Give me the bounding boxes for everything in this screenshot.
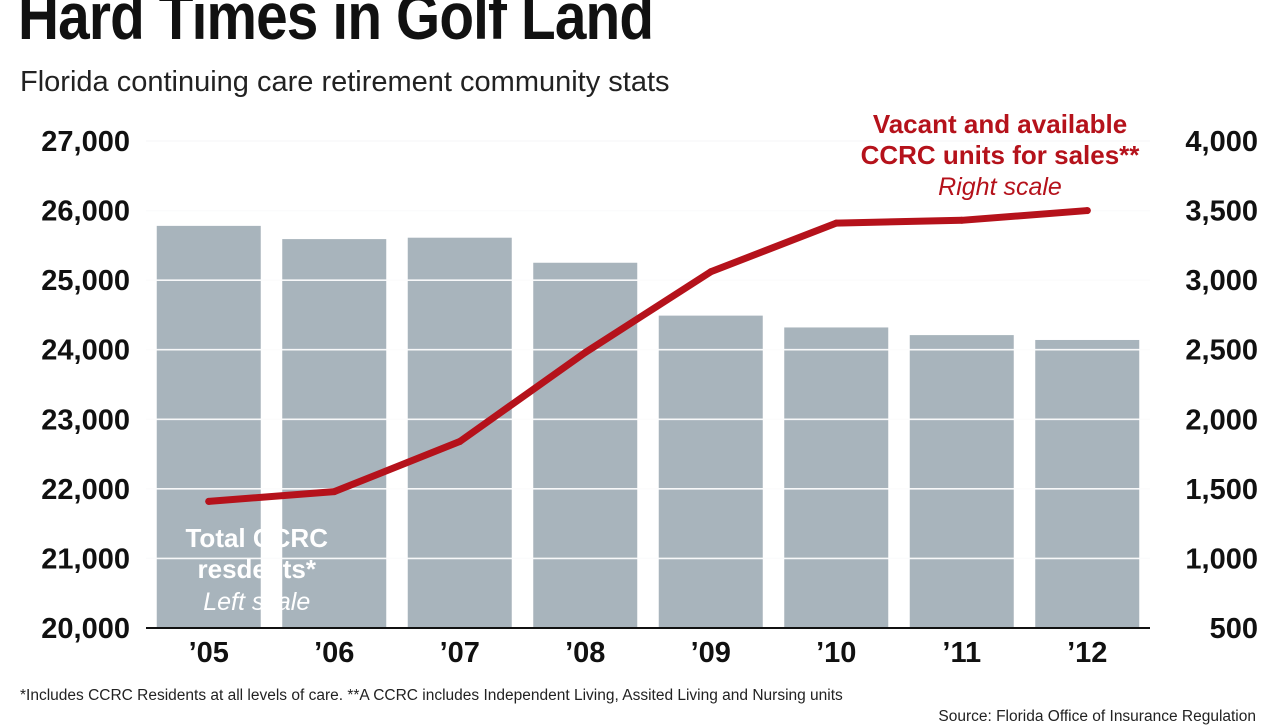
left-tick-label: 27,000 — [41, 126, 130, 158]
x-tick-label: ’09 — [691, 637, 731, 669]
x-tick-label: ’08 — [565, 637, 605, 669]
x-tick-label: ’07 — [440, 637, 480, 669]
line-series-label: CCRC units for sales** — [861, 140, 1141, 170]
bar-series-label: Total CCRC — [185, 523, 328, 553]
right-tick-label: 1,500 — [1185, 474, 1258, 506]
bar-series-scale-label: Left scale — [203, 588, 310, 616]
line-point — [581, 348, 589, 356]
bar — [784, 327, 889, 628]
bar — [282, 239, 387, 629]
x-tick-label: ’10 — [816, 637, 856, 669]
left-tick-label: 25,000 — [41, 265, 130, 297]
left-tick-label: 21,000 — [41, 543, 130, 575]
bar — [1035, 339, 1140, 628]
left-tick-label: 23,000 — [41, 404, 130, 436]
line-series-scale-label: Right scale — [938, 173, 1062, 201]
left-tick-label: 24,000 — [41, 335, 130, 367]
bar-series-label: resdents* — [198, 554, 317, 584]
line-series-label: Vacant and available — [873, 109, 1127, 139]
chart-title: Hard Times in Golf Land — [18, 0, 654, 53]
line-point — [205, 497, 213, 505]
line-point — [456, 438, 464, 446]
bar — [407, 237, 512, 628]
x-tick-label: ’12 — [1067, 637, 1107, 669]
bar-series — [146, 140, 1150, 629]
left-tick-label: 26,000 — [41, 196, 130, 228]
line-point — [1083, 207, 1091, 215]
right-tick-label: 3,000 — [1185, 265, 1258, 297]
series-line — [205, 207, 1091, 505]
source-note: Source: Florida Office of Insurance Regu… — [938, 708, 1256, 725]
right-tick-label: 2,500 — [1185, 335, 1258, 367]
footnote: *Includes CCRC Residents at all levels o… — [20, 687, 843, 704]
line-point — [832, 219, 840, 227]
right-tick-label: 2,000 — [1185, 404, 1258, 436]
right-tick-label: 3,500 — [1185, 196, 1258, 228]
chart-subtitle: Florida continuing care retirement commu… — [20, 66, 670, 98]
line-point — [958, 216, 966, 224]
x-tick-label: ’05 — [189, 637, 229, 669]
bar — [156, 225, 261, 628]
right-tick-label: 4,000 — [1185, 126, 1258, 158]
left-tick-label: 22,000 — [41, 474, 130, 506]
bar — [658, 315, 763, 628]
left-tick-label: 20,000 — [41, 613, 130, 645]
bar — [909, 335, 1014, 628]
right-tick-label: 1,000 — [1185, 543, 1258, 575]
bar — [533, 262, 638, 628]
axes: 20,000 21,000 22,000 23,000 24,000 25,000 26,0… — [41, 126, 1258, 669]
line-series — [205, 207, 1091, 505]
right-tick-label: 500 — [1210, 613, 1258, 645]
x-tick-label: ’06 — [314, 637, 354, 669]
line-point — [330, 488, 338, 496]
line-point — [707, 268, 715, 276]
x-tick-label: ’11 — [942, 637, 981, 669]
